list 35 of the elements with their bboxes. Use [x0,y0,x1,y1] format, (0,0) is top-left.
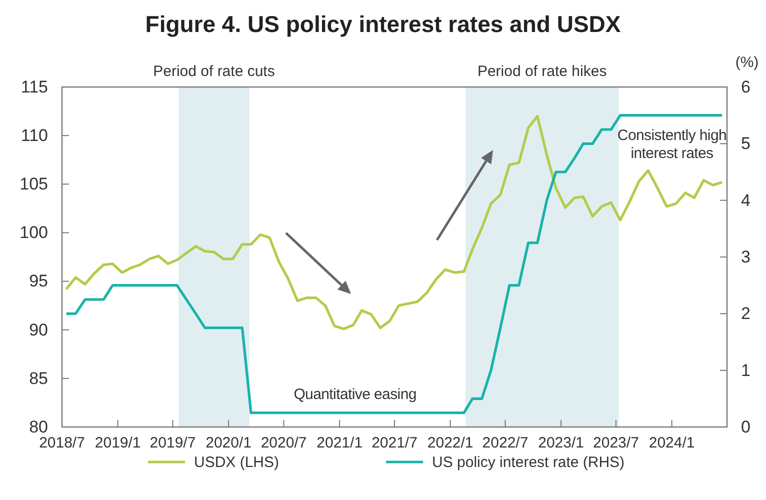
y-tick-label: 105 [20,174,48,194]
annotation: Quantitative easing [294,386,416,403]
y2-axis-title: (%) [735,54,759,71]
x-tick-label: 2021/7 [372,434,418,452]
y-tick-label: 90 [29,320,48,340]
chart-title: Figure 4. US policy interest rates and USDX [145,11,622,37]
x-tick-label: 2020/1 [206,434,252,452]
annotation: Consistently high interest rates [617,127,727,162]
x-tick-label: 2023/1 [538,434,584,452]
y-tick-label: 95 [29,272,48,291]
y-tick-label: 80 [29,417,48,436]
x-tick-label: 2020/7 [260,434,307,452]
y-tick-label: 85 [29,368,48,388]
y2-tick-label: 3 [741,247,750,266]
y2-tick-label: 5 [741,134,750,154]
y2-tick-label: 1 [741,360,750,380]
y-tick-label: 115 [20,77,48,96]
band-label: Period of rate hikes [477,63,607,80]
legend-label: USDX (LHS) [194,454,280,471]
x-tick-label: 2022/7 [482,434,528,452]
x-tick-label: 2022/1 [427,434,474,452]
x-tick-label: 2023/7 [593,434,639,452]
x-tick-label: 2019/7 [150,434,196,452]
legend-label: US policy interest rate (RHS) [432,454,625,471]
y2-tick-label: 4 [741,190,750,210]
x-tick-label: 2021/1 [316,434,363,452]
x-tick-label: 2018/7 [39,434,85,452]
band-label: Period of rate cuts [153,63,275,80]
y2-tick-label: 6 [741,77,750,96]
y-tick-label: 100 [20,223,48,242]
x-tick-label: 2019/1 [94,434,141,452]
y-tick-label: 110 [20,126,48,146]
y2-tick-label: 2 [741,304,750,324]
x-tick-label: 2024/1 [648,434,695,452]
y2-tick-label: 0 [741,417,750,436]
